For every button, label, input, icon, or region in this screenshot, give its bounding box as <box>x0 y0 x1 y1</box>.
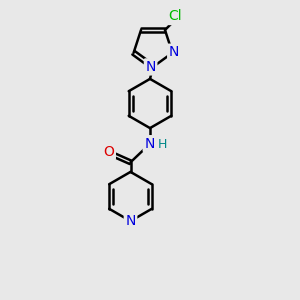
Text: N: N <box>144 137 154 151</box>
Text: H: H <box>158 138 167 151</box>
Text: N: N <box>169 45 179 59</box>
Text: N: N <box>125 214 136 228</box>
Text: N: N <box>146 60 156 74</box>
Text: O: O <box>103 145 114 158</box>
Text: Cl: Cl <box>169 10 182 23</box>
